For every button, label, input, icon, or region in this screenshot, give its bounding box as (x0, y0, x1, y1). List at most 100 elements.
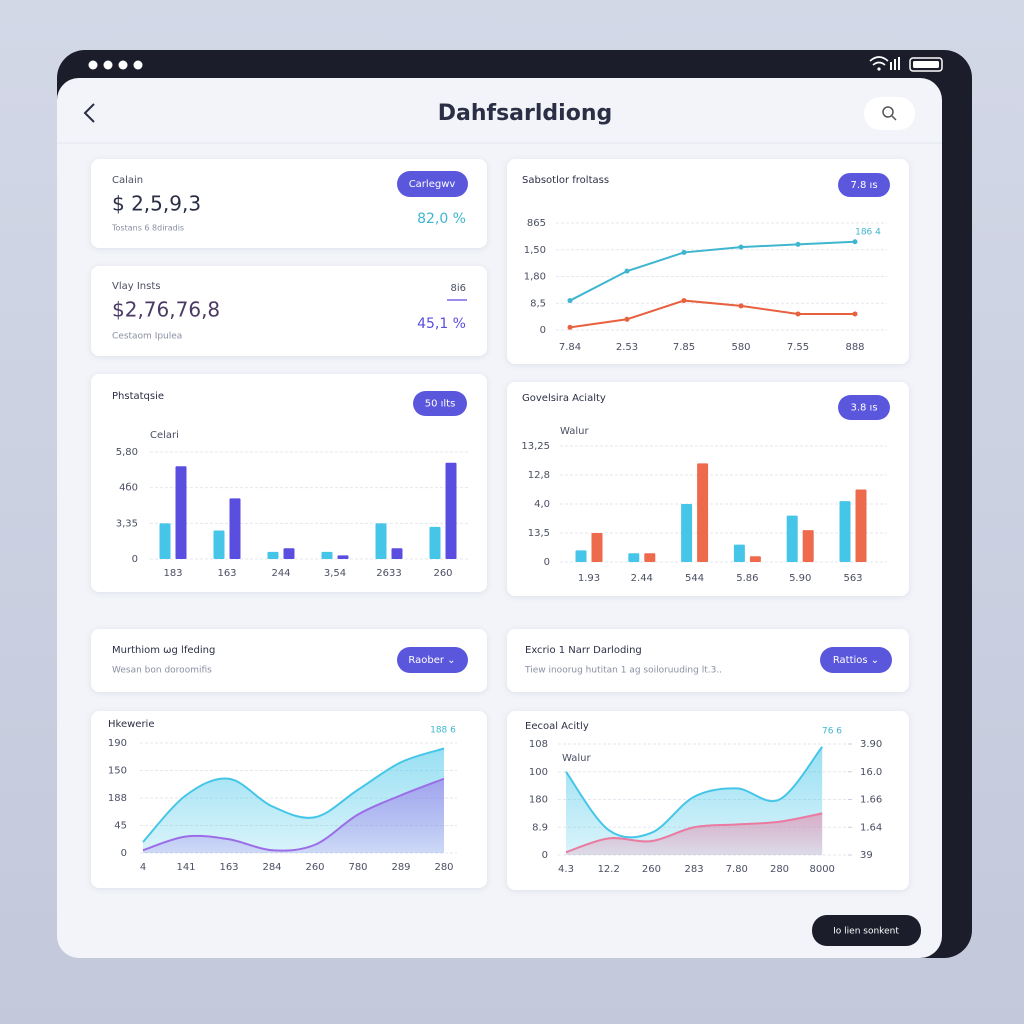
x-tick-label: 7.85 (673, 342, 695, 353)
point (681, 298, 687, 304)
stat-caption: Tostans 6 8diradis (111, 224, 184, 233)
back-button[interactable] (83, 103, 95, 123)
footer-button-label: Io lien sonkent (833, 927, 899, 937)
point (795, 241, 801, 247)
x-tick-label: 12.2 (598, 864, 620, 875)
stat-value: $ 2,5,9,3 (112, 192, 201, 216)
chart-title: Sabsotlor froltass (522, 175, 609, 186)
bar (839, 501, 851, 562)
bar (644, 553, 656, 562)
annotation: 76 6 (822, 727, 842, 737)
bar (229, 498, 241, 559)
bar (786, 515, 798, 562)
bar (391, 548, 403, 559)
stat-value: $2,76,76,8 (112, 298, 220, 322)
panel (507, 629, 909, 692)
y-tick-label: 0 (132, 554, 138, 565)
area (143, 778, 444, 853)
y-tick-label: 8.9 (532, 822, 548, 833)
y-tick-label: 0 (540, 325, 546, 336)
bar (267, 551, 279, 559)
dropdown-button[interactable] (838, 395, 890, 420)
chart-card (507, 159, 909, 364)
x-tick-label: 544 (685, 573, 704, 584)
bar (337, 555, 349, 559)
x-tick-label: 7.80 (726, 864, 748, 875)
x-tick-label: 183 (163, 568, 182, 579)
x-tick-label: 7.55 (787, 342, 809, 353)
x-tick-label: 580 (731, 342, 750, 353)
bar (213, 530, 225, 559)
panel-subtitle: Tiew inoorug hutitan 1 ag soiloruuding l… (524, 666, 722, 676)
point (567, 324, 573, 330)
y-tick-label: 1,80 (524, 272, 546, 283)
bar (321, 551, 333, 559)
annotation: 188 6 (430, 726, 456, 736)
x-tick-label: 2.44 (631, 573, 653, 584)
chart-card (91, 374, 487, 592)
x-tick-label: 4.3 (558, 864, 574, 875)
x-tick-label: 260 (642, 864, 661, 875)
stat-badge: 8і6 (450, 282, 466, 294)
bar (445, 462, 457, 559)
x-tick-label: 280 (434, 862, 453, 873)
bar (175, 466, 187, 559)
point (624, 316, 630, 322)
point (738, 244, 744, 250)
y2-tick-label: 39 (860, 850, 873, 861)
x-tick-label: 244 (271, 568, 290, 579)
bar (697, 463, 709, 562)
chart-title: Phstatqsie (112, 391, 164, 402)
chart-title: Eecoal Acitly (525, 721, 589, 732)
y-tick-label: 190 (108, 738, 127, 749)
bar (591, 533, 603, 562)
y-tick-label: 3,35 (116, 518, 138, 529)
point (681, 249, 687, 255)
bar (375, 523, 387, 559)
dropdown-button[interactable] (820, 647, 892, 673)
panel-title: Murthiom ωg lfeding (112, 645, 215, 656)
stat-change: 82,0 % (417, 211, 466, 227)
panel-title: Excrio 1 Narr Darloding (525, 645, 642, 656)
x-tick-label: 260 (433, 568, 452, 579)
dropdown-button[interactable] (397, 171, 468, 197)
x-tick-label: 284 (262, 862, 281, 873)
line (569, 240, 856, 302)
dropdown-button[interactable] (397, 647, 468, 673)
stat-card (91, 159, 487, 248)
annotation: 186 4 (855, 228, 881, 238)
point (852, 239, 858, 245)
search-button[interactable] (864, 97, 915, 130)
stat-change: 45,1 % (417, 316, 466, 332)
legend-label: Walur (562, 753, 591, 764)
x-tick-label: 163 (217, 568, 236, 579)
x-tick-label: 5.86 (736, 573, 758, 584)
bar (733, 544, 745, 562)
y2-tick-label: 3.90 (860, 739, 882, 750)
bar (429, 526, 441, 559)
stat-label: Vlay Insts (112, 281, 160, 292)
x-tick-label: 2633 (376, 568, 401, 579)
dropdown-button[interactable] (413, 391, 467, 416)
x-tick-label: 1.93 (578, 573, 600, 584)
point (852, 311, 858, 317)
point (567, 298, 573, 304)
x-tick-label: 4 (140, 862, 146, 873)
button-label: 7.8 ıs (850, 180, 877, 191)
y-tick-label: 5,80 (116, 447, 138, 458)
x-tick-label: 283 (685, 864, 704, 875)
bar (749, 556, 761, 562)
x-tick-label: 563 (843, 573, 862, 584)
stat-caption: Cestaom Ipulea (112, 332, 182, 342)
window-dots (88, 60, 143, 70)
button-label: Carlegwv (409, 179, 456, 190)
y-tick-label: 100 (529, 767, 548, 778)
stat-card (91, 266, 487, 356)
chart-title: Govelsira Acialty (522, 393, 606, 404)
footer-button[interactable] (812, 915, 921, 946)
legend-label: Celari (150, 430, 179, 441)
x-tick-label: 780 (348, 862, 367, 873)
y-tick-label: 150 (108, 766, 127, 777)
dropdown-button[interactable] (838, 173, 890, 197)
